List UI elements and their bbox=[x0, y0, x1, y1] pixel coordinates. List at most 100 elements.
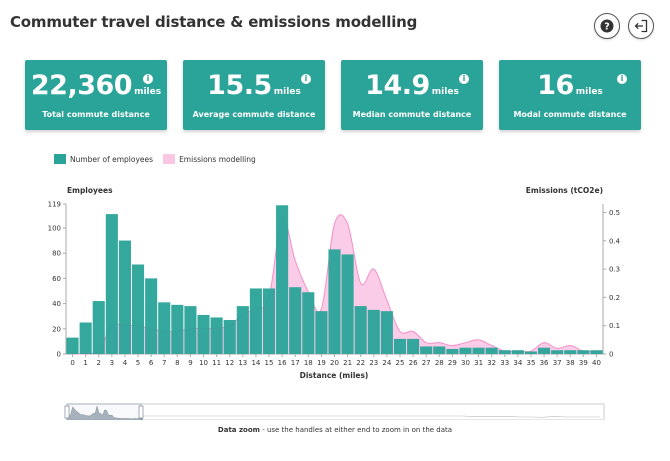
info-icon[interactable]: i bbox=[459, 74, 469, 84]
x-tick-label: 32 bbox=[487, 359, 496, 367]
employee-bar[interactable] bbox=[276, 205, 289, 354]
info-icon[interactable]: i bbox=[143, 74, 153, 84]
exit-button[interactable] bbox=[628, 13, 654, 39]
employee-bar[interactable] bbox=[354, 306, 367, 354]
info-icon[interactable]: i bbox=[301, 74, 311, 84]
help-button[interactable]: ? bbox=[594, 13, 620, 39]
zoom-handle-left[interactable] bbox=[64, 405, 70, 419]
legend-item-emissions[interactable]: Emissions modelling bbox=[163, 154, 256, 164]
kpi-value: 14.9 bbox=[365, 70, 430, 101]
x-tick-label: 34 bbox=[513, 359, 522, 367]
kpi-value: 16 bbox=[537, 70, 574, 101]
employee-bar[interactable] bbox=[289, 287, 302, 354]
employee-bar[interactable] bbox=[511, 350, 524, 354]
employee-bar[interactable] bbox=[328, 249, 341, 354]
y-tick-label: 119 bbox=[48, 201, 61, 209]
employee-bar[interactable] bbox=[171, 304, 184, 354]
kpi-card-total: 22,360 miles i Total commute distance bbox=[25, 60, 167, 130]
x-tick-label: 9 bbox=[188, 359, 192, 367]
data-zoom-slider[interactable] bbox=[64, 403, 605, 420]
x-axis-title: Distance (miles) bbox=[300, 371, 369, 380]
zoom-handle-right[interactable] bbox=[138, 405, 144, 419]
x-tick-label: 28 bbox=[435, 359, 444, 367]
zoom-hint: - use the handles at either end to zoom … bbox=[262, 426, 453, 434]
employee-bar[interactable] bbox=[459, 347, 472, 354]
employee-bar[interactable] bbox=[236, 306, 249, 354]
y-tick-label: 60 bbox=[52, 275, 61, 283]
y-tick-label: 20 bbox=[52, 325, 61, 333]
employee-bar[interactable] bbox=[197, 314, 210, 354]
employee-bar[interactable] bbox=[315, 311, 328, 354]
y2-axis-title: Emissions (tCO2e) bbox=[526, 186, 603, 195]
x-tick-label: 35 bbox=[527, 359, 536, 367]
kpi-label: Median commute distance bbox=[352, 110, 472, 119]
employee-bar[interactable] bbox=[380, 311, 393, 354]
chart-legend: Number of employees Emissions modelling bbox=[54, 154, 266, 164]
employee-bar[interactable] bbox=[158, 302, 171, 354]
employee-bar[interactable] bbox=[131, 264, 145, 354]
y2-tick-label: 0.4 bbox=[609, 237, 621, 245]
employee-bar[interactable] bbox=[433, 346, 446, 354]
kpi-unit: miles bbox=[575, 87, 603, 97]
legend-label: Number of employees bbox=[70, 154, 154, 164]
x-tick-label: 21 bbox=[343, 359, 352, 367]
distance-chart: Employees Emissions (tCO2e) 020406080100… bbox=[48, 186, 621, 420]
kpi-card-modal: 16 miles i Modal commute distance bbox=[499, 60, 641, 130]
employee-bar[interactable] bbox=[472, 347, 485, 354]
kpi-card-average: 15.5 miles i Average commute distance bbox=[183, 60, 325, 130]
employee-bar[interactable] bbox=[590, 350, 603, 354]
employee-bar[interactable] bbox=[184, 306, 197, 354]
legend-swatch bbox=[54, 154, 66, 164]
info-icon[interactable]: i bbox=[617, 74, 627, 84]
y2-tick-label: 0.3 bbox=[609, 266, 620, 274]
y-axis-title: Employees bbox=[67, 186, 113, 195]
employee-bar[interactable] bbox=[223, 319, 236, 354]
x-tick-label: 17 bbox=[291, 359, 300, 367]
y-tick-label: 100 bbox=[48, 224, 61, 232]
employee-bar[interactable] bbox=[79, 322, 92, 354]
employee-bar[interactable] bbox=[118, 240, 131, 354]
employee-bar[interactable] bbox=[551, 350, 564, 354]
employee-bar[interactable] bbox=[66, 337, 79, 354]
y-tick-label: 80 bbox=[52, 250, 61, 258]
employee-bar[interactable] bbox=[485, 347, 498, 354]
x-tick-label: 22 bbox=[356, 359, 365, 367]
kpi-label: Modal commute distance bbox=[513, 110, 627, 119]
zoom-track bbox=[66, 403, 605, 420]
employee-bar[interactable] bbox=[577, 350, 590, 354]
employee-bar[interactable] bbox=[302, 292, 315, 354]
employee-bar[interactable] bbox=[92, 301, 105, 354]
employee-bar[interactable] bbox=[498, 350, 511, 354]
x-tick-label: 2 bbox=[97, 359, 101, 367]
employee-bar[interactable] bbox=[367, 309, 380, 354]
svg-text:?: ? bbox=[604, 22, 610, 33]
x-tick-label: 0 bbox=[70, 359, 74, 367]
employee-bar[interactable] bbox=[249, 288, 262, 354]
employee-bar[interactable] bbox=[420, 346, 433, 354]
x-tick-label: 7 bbox=[162, 359, 166, 367]
legend-item-employees[interactable]: Number of employees bbox=[54, 154, 153, 164]
x-tick-label: 24 bbox=[382, 359, 391, 367]
employee-bar[interactable] bbox=[393, 338, 407, 354]
kpi-unit: miles bbox=[431, 87, 459, 97]
x-tick-label: 31 bbox=[474, 359, 483, 367]
employee-bar[interactable] bbox=[407, 338, 420, 354]
employee-bar[interactable] bbox=[564, 350, 577, 354]
employee-bar[interactable] bbox=[210, 317, 223, 354]
y2-tick-label: 0 bbox=[609, 351, 613, 359]
employee-bar[interactable] bbox=[145, 278, 158, 354]
employee-bar[interactable] bbox=[341, 254, 354, 354]
employee-bar[interactable] bbox=[446, 348, 459, 354]
employee-bar[interactable] bbox=[262, 288, 276, 354]
employee-bar[interactable] bbox=[524, 351, 538, 354]
question-circle-icon: ? bbox=[600, 19, 614, 33]
zoom-caption: Data zoom - use the handles at either en… bbox=[0, 426, 670, 434]
x-tick-label: 19 bbox=[317, 359, 326, 367]
zoom-window[interactable] bbox=[66, 403, 142, 420]
x-tick-label: 37 bbox=[553, 359, 562, 367]
legend-label: Emissions modelling bbox=[179, 154, 256, 164]
x-tick-label: 6 bbox=[149, 359, 154, 367]
employee-bar[interactable] bbox=[538, 347, 551, 354]
employee-bar[interactable] bbox=[105, 214, 118, 354]
zoom-preview-series bbox=[66, 405, 143, 420]
